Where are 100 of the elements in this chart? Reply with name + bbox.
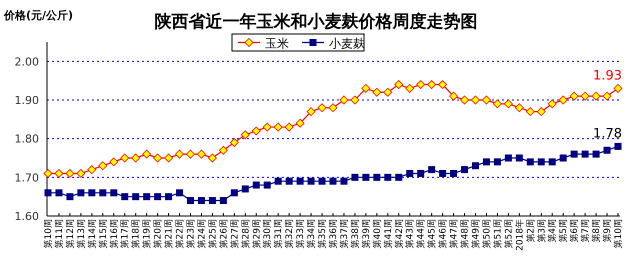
point: [318, 103, 326, 112]
x-tick-label: 第26周: [218, 219, 230, 248]
point: [516, 154, 523, 162]
point: [165, 193, 172, 200]
point: [76, 169, 86, 178]
x-tick-label: 第52周: [503, 219, 514, 248]
x-tick-label: 第51周: [492, 219, 504, 248]
point: [427, 80, 436, 89]
point: [230, 138, 239, 147]
point: [536, 107, 546, 116]
x-tick-label: 第29周: [251, 219, 262, 248]
point: [208, 154, 217, 162]
point: [44, 189, 52, 196]
x-tick-label: 第3周: [536, 219, 548, 243]
x-tick-label: 第13周: [76, 219, 87, 248]
x-tick-label: 第22周: [174, 219, 186, 248]
point: [132, 193, 140, 200]
point: [361, 84, 370, 93]
x-tick-label: 第31周: [273, 219, 284, 248]
point: [66, 193, 74, 200]
point: [99, 189, 106, 196]
x-tick-label: 第10周: [43, 219, 54, 248]
x-tick-label: 第18周: [130, 219, 142, 248]
point: [164, 154, 173, 162]
x-tick-label: 第8周: [591, 219, 602, 243]
point: [143, 193, 150, 200]
point: [494, 158, 501, 166]
point: [472, 162, 479, 170]
x-tick-label: 第27周: [229, 219, 240, 248]
x-tick-label: 第40周: [372, 219, 383, 248]
x-tick-label: 第46周: [438, 219, 449, 248]
point: [384, 174, 392, 181]
point: [351, 174, 358, 181]
point: [220, 197, 227, 204]
x-tick-label: 第35周: [317, 219, 328, 248]
point: [54, 169, 64, 178]
point: [87, 165, 96, 174]
point: [592, 92, 600, 101]
y-tick-label: 1.90: [14, 94, 39, 107]
x-tick-label: 第14周: [86, 219, 98, 248]
point: [416, 80, 426, 89]
x-tick-label: 2018年: [514, 219, 526, 251]
point: [482, 158, 490, 166]
point: [198, 197, 205, 204]
x-tick-label: 第34周: [306, 219, 318, 248]
point: [362, 174, 370, 181]
y-tick-label: 1.60: [14, 210, 39, 223]
x-tick-label: 第16周: [108, 219, 120, 248]
point: [55, 189, 62, 196]
point: [582, 150, 589, 158]
point: [373, 174, 380, 181]
point: [66, 169, 74, 178]
point: [328, 103, 338, 112]
point: [580, 92, 590, 101]
point: [614, 142, 622, 150]
point: [428, 166, 436, 174]
point: [350, 96, 360, 104]
legend-label: 小麦麸: [329, 36, 365, 50]
point: [175, 150, 184, 159]
x-tick-label: 第19周: [142, 219, 153, 248]
point: [187, 197, 194, 204]
x-tick-label: 第23周: [186, 219, 196, 248]
x-tick-label: 第6周: [569, 219, 580, 243]
point: [439, 170, 446, 177]
point: [417, 170, 424, 177]
point: [44, 169, 52, 178]
point: [514, 103, 524, 112]
x-tick-label: 第25周: [207, 219, 218, 248]
point: [142, 150, 152, 159]
point: [450, 170, 458, 177]
x-tick-label: 第30周: [262, 219, 274, 248]
point: [548, 99, 557, 108]
data-label: 1.93: [593, 68, 622, 84]
point: [340, 96, 348, 104]
point: [449, 92, 458, 101]
point: [230, 189, 238, 196]
x-tick-label: 第7周: [580, 219, 592, 243]
x-tick-label: 第2周: [525, 219, 536, 243]
point: [262, 122, 272, 132]
x-tick-label: 第20周: [152, 219, 164, 248]
point: [570, 150, 578, 158]
point: [286, 178, 293, 185]
point: [538, 158, 545, 166]
point: [548, 158, 556, 166]
point: [570, 92, 579, 101]
point: [406, 170, 414, 177]
point: [592, 150, 600, 158]
point: [264, 182, 271, 189]
x-tick-label: 第48周: [460, 219, 471, 248]
title: 陕西省近一年玉米和小麦麸价格周度走势图: [154, 12, 478, 32]
point: [131, 154, 140, 162]
x-tick-label: 第33周: [295, 219, 306, 248]
point: [109, 157, 118, 166]
point: [284, 122, 294, 132]
x-tick-label: 第44周: [416, 219, 427, 248]
point: [504, 154, 512, 162]
point: [240, 130, 250, 140]
point: [153, 154, 162, 162]
point: [460, 96, 469, 104]
x-tick-label: 第24周: [196, 219, 208, 248]
